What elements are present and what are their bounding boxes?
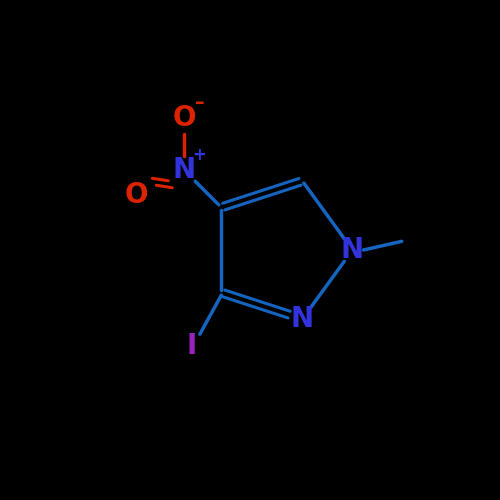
Text: –: – xyxy=(196,94,205,112)
Text: N: N xyxy=(172,156,196,184)
Text: +: + xyxy=(192,146,206,164)
Text: O: O xyxy=(124,182,148,210)
Text: I: I xyxy=(186,332,196,360)
Text: O: O xyxy=(172,104,196,132)
Text: N: N xyxy=(291,305,314,333)
Text: N: N xyxy=(341,236,364,264)
